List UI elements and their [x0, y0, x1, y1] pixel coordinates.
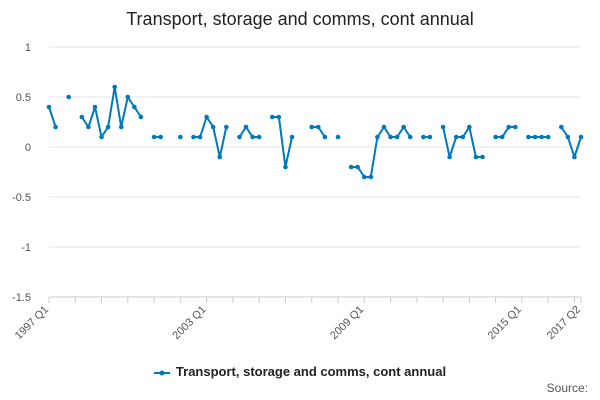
series-line — [80, 86, 142, 138]
data-point[interactable] — [197, 134, 203, 140]
data-point[interactable] — [460, 134, 466, 140]
data-point[interactable] — [322, 134, 328, 140]
data-point[interactable] — [46, 104, 52, 110]
x-tick-label: 2003 Q1 — [170, 304, 208, 342]
y-tick-label: 0 — [25, 142, 31, 154]
data-point[interactable] — [335, 134, 341, 140]
data-point[interactable] — [99, 134, 104, 140]
data-point[interactable] — [256, 134, 262, 140]
data-point[interactable] — [178, 134, 183, 140]
data-point[interactable] — [361, 174, 367, 180]
data-point[interactable] — [565, 134, 571, 140]
legend[interactable]: Transport, storage and comms, cont annua… — [0, 364, 600, 379]
chart-title: Transport, storage and comms, cont annua… — [126, 9, 474, 29]
data-point[interactable] — [158, 134, 163, 140]
data-point[interactable] — [480, 154, 485, 160]
series-line — [351, 126, 412, 178]
data-point[interactable] — [243, 124, 249, 130]
data-point[interactable] — [355, 164, 360, 170]
data-point[interactable] — [407, 134, 413, 140]
y-tick-label: 0.5 — [16, 92, 31, 104]
legend-series-marker-icon — [153, 370, 170, 376]
data-point[interactable] — [151, 134, 157, 140]
data-point[interactable] — [388, 134, 393, 140]
data-point[interactable] — [440, 124, 446, 130]
data-point[interactable] — [532, 134, 538, 140]
data-point[interactable] — [348, 164, 354, 170]
series-line — [272, 116, 293, 168]
series-line — [442, 126, 483, 158]
data-point[interactable] — [132, 104, 137, 110]
data-point[interactable] — [315, 124, 321, 130]
data-point[interactable] — [250, 134, 255, 140]
x-tick-label: 2017 Q2 — [545, 304, 583, 342]
data-point[interactable] — [375, 134, 380, 140]
data-point[interactable] — [210, 124, 216, 130]
data-point[interactable] — [513, 124, 518, 130]
data-point[interactable] — [53, 124, 58, 130]
data-point[interactable] — [421, 134, 426, 140]
data-point[interactable] — [237, 134, 242, 140]
data-point[interactable] — [79, 114, 85, 120]
data-point[interactable] — [191, 134, 196, 140]
data-point[interactable] — [427, 134, 433, 140]
data-point[interactable] — [381, 124, 387, 130]
data-point[interactable] — [526, 134, 531, 140]
data-point[interactable] — [112, 84, 117, 90]
data-point[interactable] — [473, 154, 479, 160]
data-point[interactable] — [92, 104, 98, 110]
data-point[interactable] — [572, 154, 577, 160]
series-line — [560, 126, 582, 158]
data-point[interactable] — [105, 124, 111, 130]
data-point[interactable] — [493, 134, 498, 140]
data-point[interactable] — [539, 134, 544, 140]
data-point[interactable] — [283, 164, 288, 170]
legend-series-label: Transport, storage and comms, cont annua… — [175, 364, 447, 379]
series-line — [48, 106, 57, 128]
data-point[interactable] — [401, 124, 406, 130]
x-tick-label: 2009 Q1 — [328, 304, 366, 342]
x-tick-label: 2015 Q1 — [486, 304, 524, 342]
data-point[interactable] — [309, 124, 315, 130]
data-point[interactable] — [224, 124, 229, 130]
data-point[interactable] — [558, 124, 564, 130]
y-tick-label: -0.5 — [12, 192, 31, 204]
data-point[interactable] — [86, 124, 91, 130]
data-point[interactable] — [578, 134, 584, 140]
y-tick-label: 1 — [25, 42, 31, 54]
data-point[interactable] — [499, 134, 505, 140]
series-line — [238, 126, 260, 138]
data-point[interactable] — [118, 124, 124, 130]
y-tick-label: -1.5 — [12, 292, 31, 304]
y-tick-label: -1 — [21, 242, 31, 254]
data-point[interactable] — [217, 154, 223, 160]
source-credit[interactable]: Source: — [546, 381, 588, 395]
data-point[interactable] — [394, 134, 400, 140]
data-point[interactable] — [368, 174, 374, 180]
data-point[interactable] — [204, 114, 209, 120]
series-line — [495, 126, 516, 138]
data-point[interactable] — [125, 94, 131, 100]
data-point[interactable] — [289, 134, 295, 140]
data-point[interactable] — [270, 114, 275, 120]
data-point[interactable] — [467, 124, 472, 130]
data-point[interactable] — [138, 114, 144, 120]
data-point[interactable] — [66, 94, 72, 100]
data-point[interactable] — [453, 134, 459, 140]
x-tick-label: 1997 Q1 — [13, 304, 51, 342]
data-point[interactable] — [276, 114, 282, 120]
data-point[interactable] — [447, 154, 452, 160]
data-point[interactable] — [545, 134, 551, 140]
data-point[interactable] — [506, 124, 512, 130]
